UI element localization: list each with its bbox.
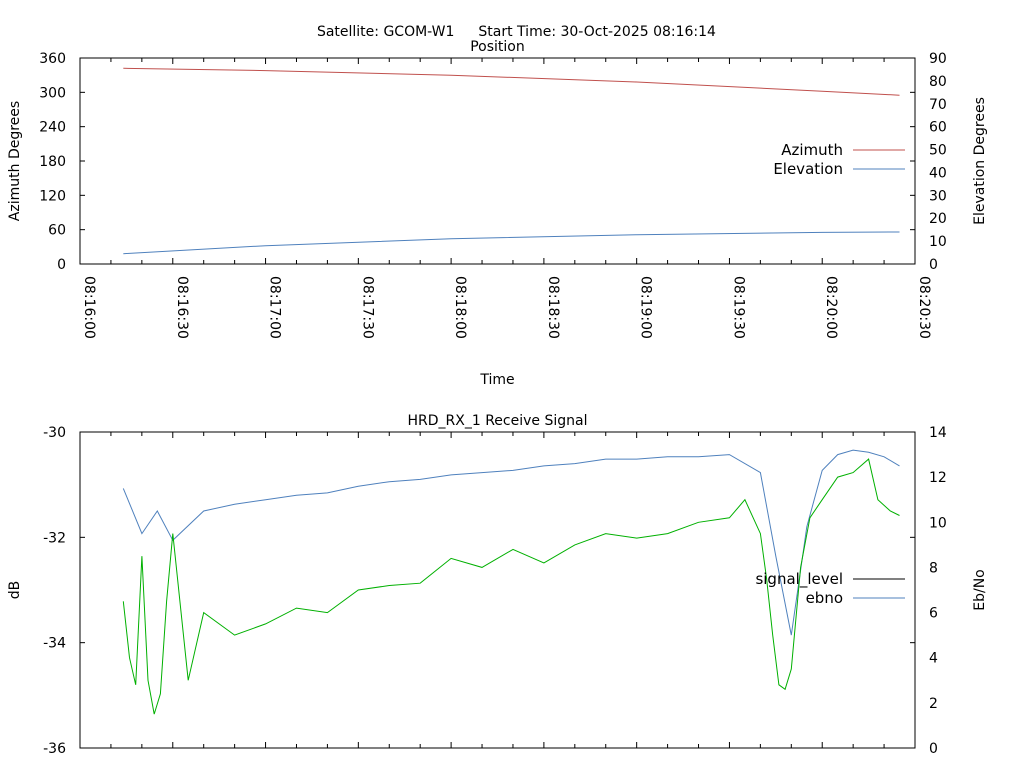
series-line-azimuth <box>123 67 900 96</box>
y2-axis-label: Elevation Degrees <box>972 97 988 225</box>
series-line-ebno <box>122 458 900 715</box>
legend-label: signal_level <box>755 570 843 589</box>
y-tick-label: -34 <box>43 636 66 652</box>
y2-tick-label: 70 <box>929 97 947 113</box>
y2-tick-label: 10 <box>929 234 947 250</box>
y-tick-label: 360 <box>39 51 66 67</box>
y2-tick-label: 0 <box>929 257 938 273</box>
start-time-label: Start Time: 30-Oct-2025 08:16:14 <box>478 24 716 40</box>
chart-header: Satellite: GCOM-W1 Start Time: 30-Oct-202… <box>0 8 1024 40</box>
chart-panel-1: Position 0 60 120 180 240 300 360 0 10 20 30 40 50 60 7… <box>7 39 988 388</box>
y2-axis-label: Eb/No <box>972 569 988 611</box>
series-line-elevation <box>123 231 900 255</box>
y2-tick-label: 6 <box>929 606 938 622</box>
x-tick-label: 08:19:00 <box>638 276 654 339</box>
x-tick-label: 08:19:30 <box>730 276 746 339</box>
satellite-label: Satellite: GCOM-W1 <box>316 24 455 40</box>
y-tick-label: 60 <box>48 223 66 239</box>
y-axis-label: dB <box>7 581 23 600</box>
chart-title: HRD_RX_1 Receive Signal <box>408 413 588 429</box>
y-tick-label: -36 <box>43 741 66 757</box>
y2-tick-label: 40 <box>929 165 947 181</box>
y-tick-label: 300 <box>39 85 66 101</box>
legend-label: Azimuth <box>781 141 843 159</box>
x-tick-label: 08:16:30 <box>174 276 190 339</box>
x-tick-label: 08:20:00 <box>823 276 839 339</box>
y2-tick-label: 4 <box>929 651 938 667</box>
x-tick-label: 08:17:30 <box>359 276 375 339</box>
x-tick-label: 08:17:00 <box>267 276 283 339</box>
y2-tick-label: 90 <box>929 51 947 67</box>
y2-tick-label: 30 <box>929 188 947 204</box>
x-tick-label: 08:18:00 <box>452 276 468 339</box>
y-tick-label: 0 <box>57 257 66 273</box>
y2-tick-label: 50 <box>929 143 947 159</box>
y2-tick-label: 0 <box>929 741 938 757</box>
x-tick-label: 08:20:30 <box>916 276 932 339</box>
y-tick-label: 180 <box>39 154 66 170</box>
legend-label: ebno <box>806 589 843 607</box>
y2-tick-label: 80 <box>929 74 947 90</box>
y2-tick-label: 8 <box>929 560 938 576</box>
chart-title: Position <box>470 39 525 55</box>
x-tick-label: 08:16:00 <box>81 276 97 339</box>
y-axis-label: Azimuth Degrees <box>7 101 23 221</box>
x-tick-label: 08:18:30 <box>545 276 561 339</box>
legend-label: Elevation <box>773 160 843 178</box>
y2-tick-label: 10 <box>929 515 947 531</box>
y-tick-label: 240 <box>39 120 66 136</box>
y-tick-label: -32 <box>43 530 66 546</box>
y2-tick-label: 20 <box>929 211 947 227</box>
y2-tick-label: 60 <box>929 120 947 136</box>
chart-panel-2: HRD_RX_1 Receive Signal -30 -32 -34 -36 0 2 4 6 8… <box>7 413 988 757</box>
y2-tick-label: 14 <box>929 425 947 441</box>
y-tick-label: -30 <box>43 425 66 441</box>
y2-tick-label: 12 <box>929 470 947 486</box>
y-tick-label: 120 <box>39 188 66 204</box>
series-line-signal-level <box>122 449 900 636</box>
y2-tick-label: 2 <box>929 696 938 712</box>
plot-frame <box>79 431 916 749</box>
x-axis-label: Time <box>479 372 514 388</box>
